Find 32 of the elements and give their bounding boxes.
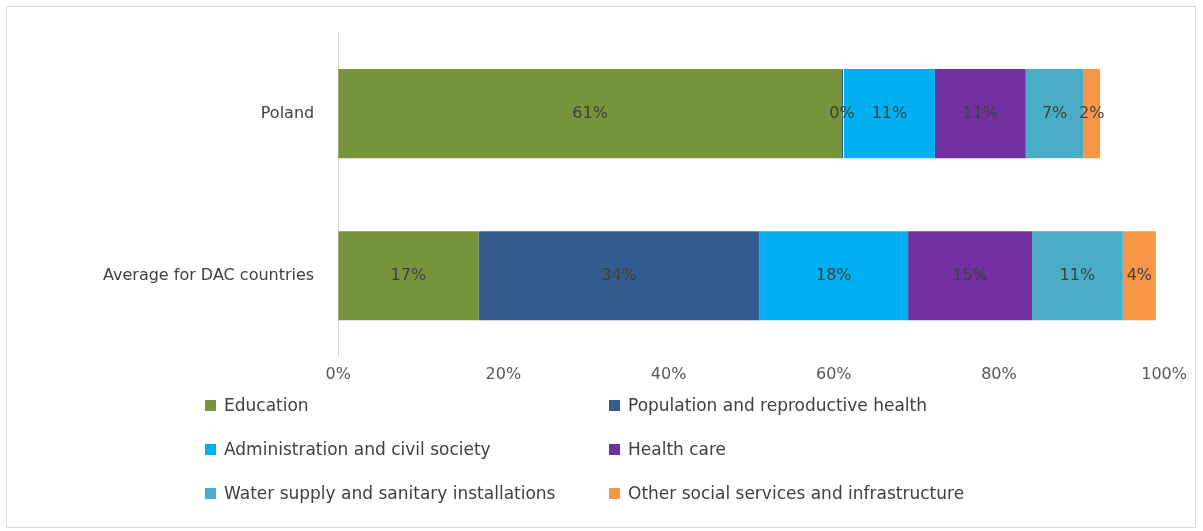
x-tick-label: 20% [485,363,522,383]
legend-label: Population and reproductive health [628,395,928,415]
data-label: 34% [601,264,637,284]
legend-label: Education [224,395,309,415]
legend-label: Health care [628,439,727,459]
x-tick-label: 100% [1141,363,1187,383]
bar [478,231,760,321]
data-label: 18% [815,264,852,284]
x-tick-label: 0% [325,363,351,383]
data-label: 4% [1126,264,1153,284]
data-label: 61% [572,102,608,122]
bar [934,69,1026,159]
data-label: 7% [1041,102,1068,122]
x-tick-label: 40% [650,363,687,383]
legend-label: Water supply and sanitary installations [224,483,556,503]
data-label: 0% [829,102,855,122]
data-label: 11% [1059,264,1096,284]
data-label: 11% [871,102,908,122]
y-tick-label: Average for DAC countries [102,264,315,284]
legend-label: Administration and civil society [224,439,491,459]
x-tick-label: 60% [815,363,852,383]
bar [908,231,1032,321]
data-label: 15% [952,264,988,284]
data-label: 11% [962,102,999,122]
legend-label: Other social services and infrastructure [628,483,965,503]
bar [1031,231,1123,321]
bar [1122,231,1156,321]
bar [759,231,909,321]
y-tick-label: Poland [260,102,315,122]
data-label: 17% [390,264,427,284]
x-tick-label: 80% [981,363,1017,383]
bar [338,231,479,321]
